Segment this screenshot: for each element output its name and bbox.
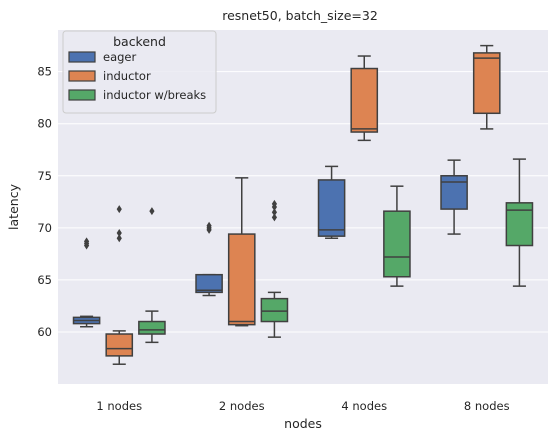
outlier-point xyxy=(206,221,212,230)
box-inductor-2 xyxy=(350,55,379,142)
box xyxy=(195,273,223,294)
box-inductor-1 xyxy=(227,177,256,327)
x-tick-label: 2 nodes xyxy=(219,399,265,413)
outlier-point xyxy=(271,208,278,217)
legend-item: inductor w/breaks xyxy=(68,88,206,102)
legend-item: eager xyxy=(68,50,136,64)
legend-label: inductor w/breaks xyxy=(103,88,206,102)
outlier-point xyxy=(271,213,278,222)
outlier-point xyxy=(116,234,122,243)
box-inductor-w-breaks-2 xyxy=(383,185,411,287)
legend-swatch xyxy=(68,70,96,82)
x-tick-label: 4 nodes xyxy=(341,399,387,413)
outlier-point xyxy=(149,207,155,216)
legend-label: inductor xyxy=(103,69,151,83)
box xyxy=(227,233,256,326)
box-eager-1 xyxy=(195,221,223,297)
y-axis-label: latency xyxy=(6,183,21,230)
box-inductor-0 xyxy=(105,205,134,365)
box xyxy=(138,320,166,335)
box xyxy=(105,333,134,357)
box-eager-2 xyxy=(317,165,346,239)
box xyxy=(440,175,468,210)
box xyxy=(317,179,346,237)
outlier-point xyxy=(83,237,90,246)
box xyxy=(472,52,501,115)
legend-box xyxy=(62,30,217,114)
legend-item: inductor xyxy=(68,69,151,83)
box xyxy=(505,202,534,247)
x-tick-labels: 1 nodes 2 nodes 4 nodes 8 nodes xyxy=(96,399,509,413)
box-inductor-3 xyxy=(472,44,501,130)
box-inductor-w-breaks-1 xyxy=(260,199,289,338)
y-tick-labels: 60 65 70 75 80 85 xyxy=(37,65,52,339)
legend-swatch xyxy=(68,89,96,101)
legend-swatch xyxy=(68,51,96,63)
chart-title: resnet50, batch_size=32 xyxy=(222,8,378,23)
box-plots xyxy=(72,44,534,365)
box xyxy=(260,297,289,323)
y-tick-label: 60 xyxy=(37,325,52,339)
y-tick-label: 65 xyxy=(37,273,52,287)
x-tick-label: 8 nodes xyxy=(464,399,510,413)
box-inductor-w-breaks-0 xyxy=(138,207,166,344)
box-eager-0 xyxy=(72,237,101,328)
y-tick-label: 80 xyxy=(37,117,52,131)
box-inductor-w-breaks-3 xyxy=(505,158,534,287)
legend-title: backend xyxy=(113,34,166,49)
x-tick-label: 1 nodes xyxy=(96,399,142,413)
outlier-point xyxy=(271,199,278,208)
box xyxy=(383,210,411,278)
y-tick-label: 85 xyxy=(37,65,52,79)
outlier-point xyxy=(116,205,122,214)
y-tick-label: 70 xyxy=(37,221,52,235)
y-tick-label: 75 xyxy=(37,169,52,183)
box-eager-3 xyxy=(440,159,468,235)
legend-label: eager xyxy=(103,50,136,64)
outlier-point xyxy=(116,229,122,238)
box xyxy=(350,67,379,133)
x-axis-label: nodes xyxy=(284,416,322,431)
